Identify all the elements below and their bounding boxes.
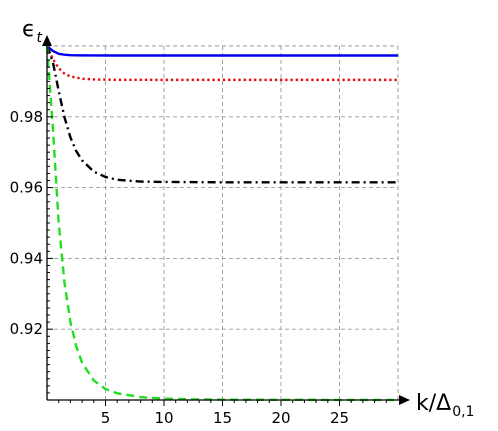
- y-tick-label: 0.96: [10, 179, 43, 197]
- x-tick-label: 15: [213, 409, 232, 427]
- x-axis-arrow: [399, 395, 410, 405]
- series-line-2: [45, 45, 398, 82]
- series-line-1: [46, 45, 398, 57]
- y-axis-label: ϵt: [22, 17, 43, 46]
- y-tick-label: 0.98: [10, 108, 43, 126]
- y-axis-arrow: [42, 35, 52, 46]
- series-group: [45, 45, 399, 402]
- series-line-4: [45, 45, 399, 402]
- x-tick-label: 25: [330, 409, 349, 427]
- x-tick-label: 10: [154, 409, 173, 427]
- y-tick-label: 0.92: [10, 320, 43, 338]
- axes: [42, 35, 410, 405]
- series-line-3: [45, 45, 398, 184]
- grid: [47, 45, 399, 400]
- y-tick-label: 0.94: [10, 249, 43, 267]
- x-axis-label: k/Δ0,1: [416, 391, 474, 420]
- axis-labels: ϵt k/Δ0,1: [22, 17, 474, 420]
- x-tick-label: 20: [271, 409, 290, 427]
- ticks: 5 10 15 20 25 0.92 0.94 0.96 0.98: [10, 52, 387, 427]
- x-tick-label: 5: [101, 409, 111, 427]
